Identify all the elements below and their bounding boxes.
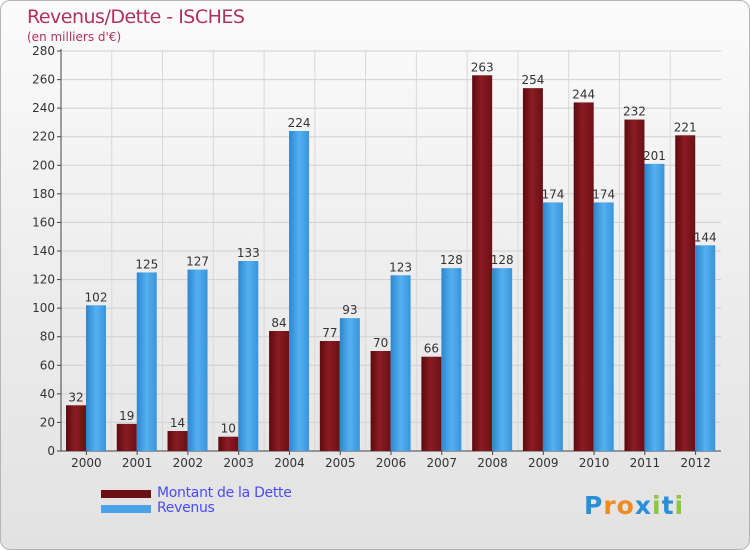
x-tick-label: 2010 [579,456,610,470]
bar-dette [421,356,442,451]
data-label-revenus: 102 [85,290,108,304]
data-label-dette: 10 [221,422,236,436]
x-tick-label: 2002 [173,456,204,470]
bar-revenus [593,202,614,451]
data-label-dette: 66 [424,342,439,356]
logo-letter: P [584,491,604,520]
data-label-revenus: 127 [186,255,209,269]
logo-letter: o [616,491,635,520]
y-tick-label: 120 [32,273,55,287]
x-tick-label: 2007 [426,456,457,470]
bar-revenus [390,275,411,451]
bar-dette [624,119,645,452]
data-label-revenus: 93 [342,303,357,317]
bar-revenus [441,268,462,451]
data-label-revenus: 133 [237,246,260,260]
data-label-dette: 254 [521,73,544,87]
y-tick-label: 80 [40,330,55,344]
x-tick-label: 2011 [630,456,661,470]
data-label-dette: 70 [373,336,388,350]
data-label-revenus: 123 [389,260,412,274]
bars [66,75,716,452]
bar-revenus [187,269,208,451]
bar-revenus [86,305,106,451]
y-tick-label: 200 [32,158,55,172]
logo-letter: x [634,491,652,520]
data-label-revenus: 174 [592,187,615,201]
bar-dette [167,431,188,451]
x-tick-label: 2008 [477,456,508,470]
data-label-revenus: 125 [135,257,158,271]
bar-revenus [238,261,259,451]
data-label-dette: 232 [623,105,646,119]
y-tick-label: 20 [40,415,55,429]
data-label-dette: 19 [119,409,134,423]
bar-revenus [492,268,513,451]
y-tick-label: 100 [32,301,55,315]
bar-revenus [695,245,716,451]
data-label-revenus: 201 [643,149,666,163]
bar-dette [218,436,239,451]
x-tick-label: 2012 [680,456,711,470]
data-label-dette: 14 [170,416,185,430]
x-tick-label: 2003 [223,456,254,470]
legend-label-revenus: Revenus [157,500,215,516]
data-label-dette: 263 [471,60,494,74]
data-label-revenus: 128 [491,253,514,267]
y-tick-label: 160 [32,215,55,229]
bar-dette [675,135,696,452]
x-tick-label: 2004 [274,456,305,470]
legend-label-dette: Montant de la Dette [157,485,292,501]
bar-dette [319,341,340,451]
proxiti-logo: Proxiti [584,491,684,520]
logo-letter: r [603,491,617,520]
data-label-dette: 244 [572,87,595,101]
bar-dette [522,88,543,452]
legend-swatch-revenus [101,505,151,513]
bar-revenus [644,163,665,451]
data-label-dette: 84 [271,316,286,330]
logo-letter: i [652,491,662,520]
x-tick-label: 2001 [122,456,153,470]
x-tick-label: 2009 [528,456,559,470]
bar-dette [573,102,594,451]
y-tick-label: 220 [32,130,55,144]
data-label-dette: 221 [674,120,697,134]
bar-revenus [339,318,360,451]
y-tick-label: 180 [32,187,55,201]
bar-dette [269,331,290,451]
bar-revenus [136,272,157,451]
chart-subtitle: (en milliers d'€) [27,30,122,44]
y-tick-label: 280 [32,44,55,58]
legend-swatch-dette [101,490,151,498]
chart-title: Revenus/Dette - ISCHES [27,6,245,28]
data-label-revenus: 144 [694,230,717,244]
y-tick-label: 0 [47,444,55,458]
bar-revenus [289,131,310,451]
data-labels: 32 102 19 125 14 127 10 133 84 224 77 93 70 123 66 128 2… [68,60,716,435]
y-tick-label: 260 [32,73,55,87]
bar-dette [66,405,86,451]
x-tick-label: 2006 [376,456,407,470]
x-tick-label: 2005 [325,456,356,470]
y-tick-label: 60 [40,358,55,372]
data-label-dette: 77 [322,326,337,340]
y-tick-label: 40 [40,387,55,401]
bar-revenus [542,202,563,451]
bar-dette [116,423,137,451]
bar-dette [370,351,391,451]
x-tick-label: 2000 [71,456,102,470]
logo-letter: t [661,491,675,520]
y-tick-label: 140 [32,244,55,258]
data-label-revenus: 128 [440,253,463,267]
logo-letter: i [674,491,685,520]
data-label-revenus: 224 [288,116,311,130]
data-label-revenus: 174 [541,187,564,201]
bar-dette [472,75,493,452]
y-tick-label: 240 [32,101,55,115]
data-label-dette: 32 [68,390,83,404]
